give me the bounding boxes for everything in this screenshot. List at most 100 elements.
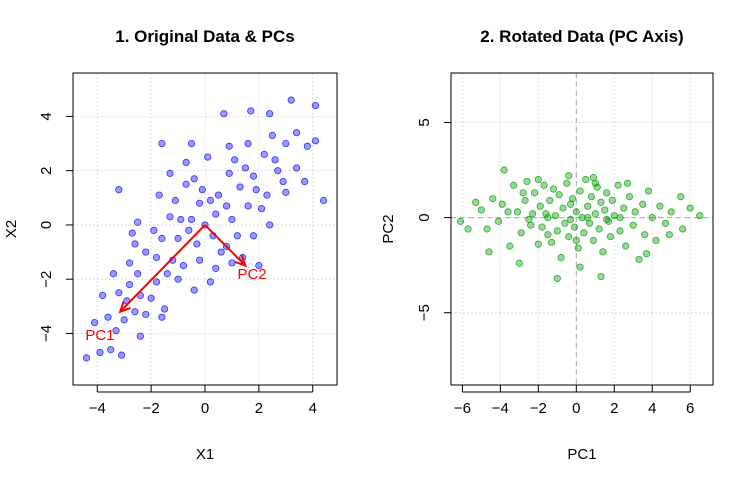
data-point	[96, 348, 104, 357]
data-point	[263, 191, 271, 199]
data-point	[517, 229, 525, 237]
y-tick-label: 0	[416, 213, 433, 221]
data-point	[109, 270, 118, 278]
data-point	[268, 131, 276, 139]
pc-label: PC1	[85, 327, 114, 344]
data-point	[589, 236, 597, 245]
data-point	[582, 175, 590, 184]
data-point	[158, 139, 166, 148]
data-point	[257, 205, 266, 213]
data-point	[311, 137, 320, 145]
data-point	[540, 181, 548, 189]
data-point	[521, 196, 529, 205]
pc-label: PC2	[238, 266, 267, 283]
data-point	[597, 272, 605, 281]
data-point	[665, 231, 673, 239]
x-tick-label: −4	[492, 400, 509, 417]
data-point	[565, 233, 573, 241]
data-point	[142, 248, 150, 256]
x-tick-label: −2	[530, 400, 547, 417]
data-point	[599, 248, 607, 256]
data-point	[686, 204, 694, 212]
data-point	[163, 270, 171, 278]
data-point	[214, 191, 223, 199]
zero-lines-rotated	[451, 73, 713, 385]
data-point	[182, 158, 190, 167]
data-point	[534, 175, 542, 184]
plot-title-rotated: 2. Rotated Data (PC Axis)	[480, 27, 683, 46]
data-point	[629, 221, 637, 229]
data-point	[217, 248, 225, 256]
data-point	[557, 253, 565, 262]
data-point	[530, 189, 539, 197]
data-point	[255, 262, 263, 270]
data-point	[190, 175, 198, 183]
data-point	[233, 232, 241, 240]
data-point	[187, 139, 196, 148]
x-tick-label: 4	[309, 400, 317, 417]
data-point	[247, 107, 255, 115]
data-point	[99, 291, 107, 300]
data-point	[212, 264, 220, 272]
data-point	[549, 185, 558, 193]
x-tick-label: 0	[572, 400, 580, 417]
data-point	[228, 215, 236, 224]
data-point	[131, 308, 139, 316]
pc-arrow-shaft	[119, 224, 206, 313]
data-point	[525, 215, 533, 224]
y-axis-label-rotated: PC2	[380, 214, 397, 243]
data-point	[565, 172, 573, 180]
data-point	[595, 225, 603, 233]
x-tick-label: −4	[89, 400, 106, 417]
data-point	[542, 210, 550, 218]
data-point	[546, 196, 554, 205]
data-point	[623, 179, 632, 187]
data-point	[679, 225, 687, 233]
data-point	[570, 223, 579, 231]
data-point	[603, 189, 611, 197]
data-point	[177, 215, 185, 224]
data-point	[606, 233, 615, 241]
data-point	[260, 150, 268, 158]
plot-title-original: 1. Original Data & PCs	[115, 27, 295, 46]
data-point	[82, 354, 91, 362]
data-point	[544, 231, 552, 239]
data-point	[274, 167, 282, 175]
data-point	[614, 181, 622, 189]
data-point	[198, 186, 206, 194]
data-point	[667, 208, 675, 216]
x-tick-label: 2	[255, 400, 263, 417]
data-point	[196, 199, 204, 207]
points-original	[82, 96, 328, 362]
data-point	[485, 248, 493, 256]
data-point	[179, 262, 188, 270]
data-point	[266, 221, 274, 229]
data-point	[515, 259, 523, 267]
y-tick-label: 2	[38, 166, 55, 174]
data-point	[561, 219, 569, 227]
y-axis-rotated: −5 0 5	[416, 118, 451, 321]
data-point	[292, 164, 301, 172]
data-point	[648, 213, 656, 222]
data-point	[225, 142, 233, 150]
panel-original-data: 1. Original Data & PCs PC1 PC2 −4 −2 0 2 4 −4…	[3, 27, 338, 463]
data-point	[591, 210, 599, 218]
data-point	[204, 153, 212, 161]
data-point	[472, 198, 480, 206]
data-point	[620, 204, 628, 212]
data-point	[625, 193, 634, 201]
data-point	[155, 191, 163, 199]
pc-arrow-head	[118, 301, 131, 314]
pc-arrow-shaft	[204, 224, 247, 267]
data-point	[241, 164, 250, 172]
data-point	[160, 305, 169, 313]
data-point	[504, 208, 512, 216]
data-point	[559, 204, 567, 212]
pc-arrow-head	[234, 254, 248, 268]
data-point	[301, 177, 309, 186]
data-point	[555, 191, 563, 199]
data-point	[576, 187, 584, 195]
data-point	[236, 183, 244, 191]
data-point	[534, 240, 542, 248]
